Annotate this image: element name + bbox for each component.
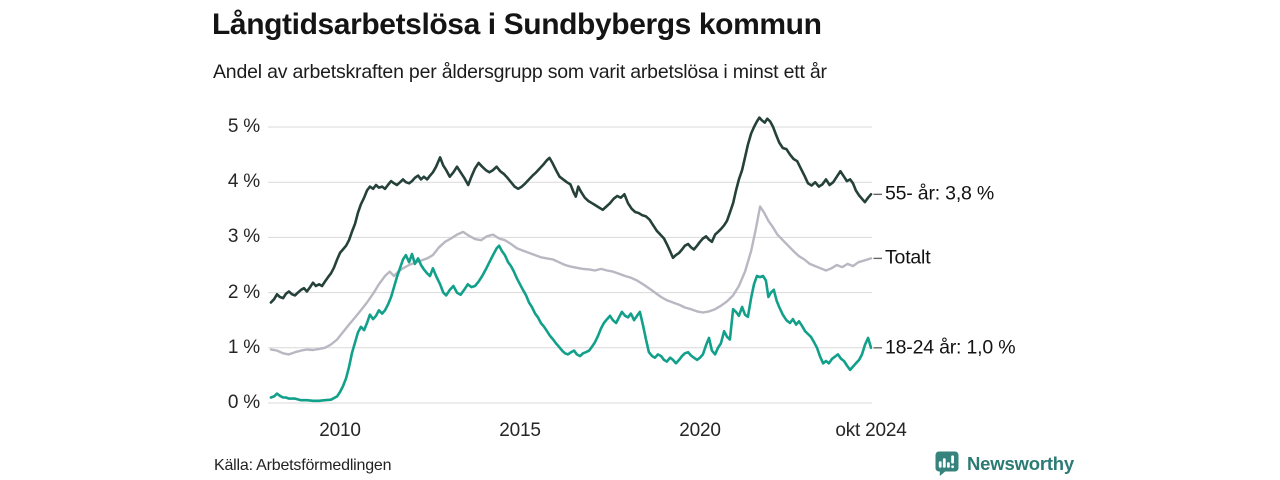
source-caption: Källa: Arbetsförmedlingen [214,457,392,474]
series-end-label-55-ar: 55- år: 3,8 % [885,182,995,205]
x-tick-label: okt 2024 [835,420,907,441]
series-end-label-18-24-ar: 18-24 år: 1,0 % [885,336,1016,359]
y-tick-label: 4 % [227,171,260,193]
series-line-18-24-år [269,244,873,403]
newsworthy-icon [934,450,960,477]
x-tick-label: 2015 [499,420,541,441]
series-end-label-totalt: Totalt [885,246,931,269]
y-tick-label: 0 % [227,392,260,413]
newsworthy-wordmark: Newsworthy [967,452,1074,474]
y-tick-label: 2 % [227,281,260,303]
series-line-totalt [269,205,873,356]
newsworthy-logo[interactable]: Newsworthy [934,450,1074,477]
y-tick-label: 5 % [227,116,260,137]
chart-title: Långtidsarbetslösa i Sundbybergs kommun [212,8,822,41]
chart-subtitle: Andel av arbetskraften per åldersgrupp s… [213,61,827,83]
x-tick-label: 2010 [319,420,361,441]
x-tick-label: 2020 [679,420,721,441]
y-tick-label: 1 % [227,336,260,358]
series-line-55-år [269,116,873,304]
y-tick-label: 3 % [227,226,260,248]
